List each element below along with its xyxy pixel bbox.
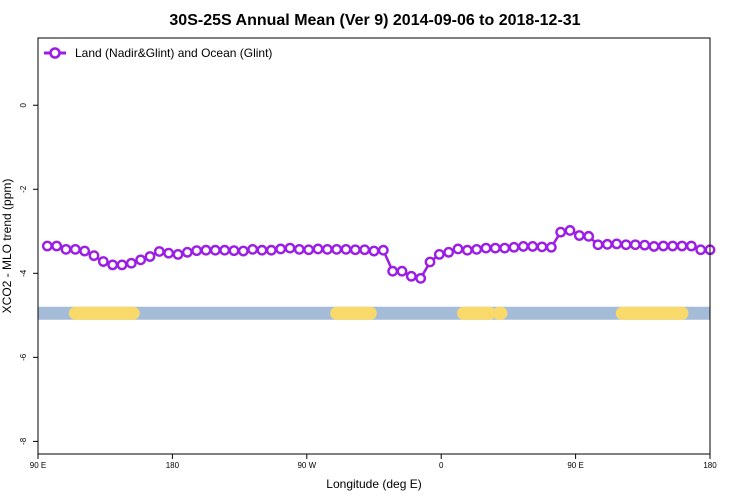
data-point <box>135 254 147 266</box>
data-point <box>79 245 91 257</box>
data-point <box>60 243 72 255</box>
data-point <box>107 259 119 271</box>
data-point <box>349 244 361 256</box>
data-point <box>237 245 249 257</box>
data-point <box>275 243 287 255</box>
x-tick-label: 90 E <box>567 461 583 470</box>
x-tick-label: 180 <box>166 461 180 470</box>
data-point <box>163 247 175 259</box>
data-point <box>153 246 165 257</box>
data-point <box>396 265 408 277</box>
data-point <box>359 244 371 256</box>
x-tick-label: 0 <box>439 461 444 470</box>
data-point <box>545 241 557 253</box>
y-tick-label: -4 <box>19 269 28 277</box>
data-point <box>629 239 641 251</box>
series-layer <box>41 225 716 284</box>
data-point <box>611 238 623 250</box>
data-point <box>247 243 259 255</box>
data-point <box>172 249 184 260</box>
data-point <box>405 270 417 282</box>
data-point <box>293 243 305 255</box>
data-point <box>387 265 399 277</box>
data-point <box>499 242 511 254</box>
data-point <box>97 256 109 267</box>
data-point <box>331 243 343 255</box>
data-point <box>415 272 427 284</box>
data-point <box>480 242 492 254</box>
data-point <box>125 257 137 269</box>
data-point <box>573 230 585 241</box>
data-point <box>265 244 277 256</box>
data-point <box>116 259 128 271</box>
y-axis-label: XCO2 - MLO trend (ppm) <box>0 179 14 314</box>
data-point <box>228 245 240 257</box>
data-point <box>340 243 352 255</box>
data-point <box>564 225 576 236</box>
data-point <box>583 230 595 242</box>
y-tick-label: -2 <box>19 185 28 193</box>
data-point <box>209 244 221 256</box>
plot-frame <box>37 37 711 455</box>
data-point <box>88 250 100 262</box>
data-point <box>41 240 53 252</box>
data-point <box>648 241 660 252</box>
data-point <box>191 245 203 257</box>
data-point <box>601 238 613 250</box>
data-point <box>592 239 604 251</box>
legend-label: Land (Nadir&Glint) and Ocean (Glint) <box>75 46 272 60</box>
data-point <box>639 239 651 251</box>
data-point <box>461 244 473 256</box>
data-point <box>527 241 539 252</box>
data-point <box>312 243 324 255</box>
data-point <box>424 256 436 268</box>
x-tick-label: 90 E <box>30 461 46 470</box>
y-tick-label: -8 <box>19 437 28 445</box>
y-tick-label: 0 <box>19 102 28 107</box>
data-point <box>200 244 212 256</box>
legend: Land (Nadir&Glint) and Ocean (Glint) <box>44 46 272 60</box>
data-point <box>555 226 567 238</box>
y-axis: 0 -2 -4 -6 -8 <box>19 102 38 445</box>
data-point <box>433 249 445 260</box>
data-point <box>471 243 483 255</box>
data-point <box>303 244 315 256</box>
data-point <box>51 240 63 252</box>
x-axis: 90 E 180 90 W 0 90 E 180 <box>30 454 717 470</box>
data-point <box>256 244 268 256</box>
data-point <box>536 241 548 253</box>
data-point <box>667 240 679 252</box>
data-point <box>517 241 529 252</box>
data-point <box>443 246 455 258</box>
data-point <box>69 243 81 255</box>
x-tick-label: 180 <box>703 461 717 470</box>
data-point <box>452 243 464 255</box>
data-point <box>695 244 707 256</box>
data-point <box>676 240 688 252</box>
x-tick-label: 90 W <box>297 461 316 470</box>
data-point <box>219 244 231 256</box>
data-point <box>620 239 632 251</box>
data-point <box>489 242 501 254</box>
legend-marker-swatch <box>49 47 61 59</box>
data-point <box>508 241 520 253</box>
data-point <box>657 240 669 252</box>
data-point <box>377 244 389 256</box>
data-point <box>321 243 333 255</box>
data-point <box>368 245 380 257</box>
data-point <box>144 251 156 262</box>
data-point <box>284 242 296 254</box>
y-tick-label: -6 <box>19 353 28 361</box>
data-point <box>181 246 193 258</box>
data-point <box>685 240 697 252</box>
chart-title: 30S-25S Annual Mean (Ver 9) 2014-09-06 t… <box>169 12 580 29</box>
x-axis-label: Longitude (deg E) <box>326 477 421 491</box>
